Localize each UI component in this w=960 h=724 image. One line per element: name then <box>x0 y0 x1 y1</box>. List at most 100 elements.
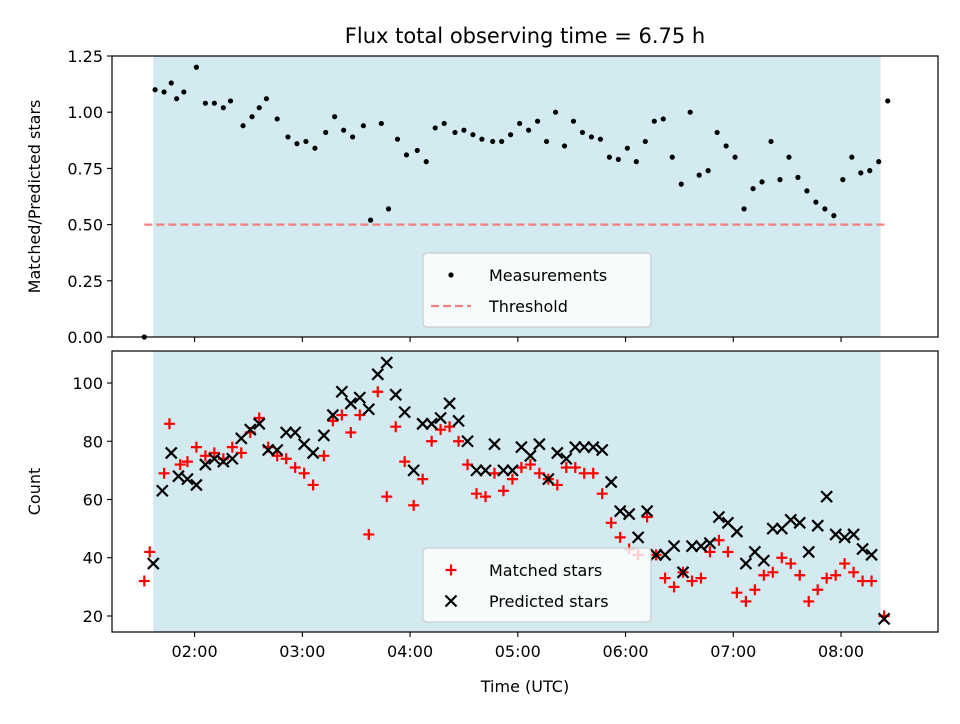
data-point <box>407 464 420 477</box>
data-point <box>271 450 283 462</box>
legend: Matched stars Predicted stars <box>422 547 652 623</box>
data-point <box>776 552 788 564</box>
data-point <box>712 510 726 524</box>
data-point <box>705 168 711 174</box>
data-point <box>561 143 568 149</box>
series-matched-stars <box>138 386 890 622</box>
data-point <box>298 467 310 479</box>
data-point <box>596 488 608 500</box>
data-point <box>542 472 555 486</box>
y-tick-label: 0.50 <box>67 216 103 235</box>
bottom-panel: 20 40 60 80 100 02:00 03:00 04:00 05:00 06:00 07:0… <box>25 350 939 696</box>
data-point <box>371 368 385 381</box>
data-point <box>441 120 447 127</box>
data-point <box>794 569 806 581</box>
data-point <box>722 546 734 558</box>
legend: Measurements Threshold <box>422 252 652 328</box>
data-point <box>586 440 600 454</box>
data-point <box>193 64 199 70</box>
data-point <box>470 464 483 477</box>
data-point <box>190 441 202 453</box>
y-tick-label: 40 <box>83 549 103 568</box>
chart-title: Flux total observing time = 6.75 h <box>345 24 705 48</box>
data-point <box>704 546 716 558</box>
data-point <box>757 554 771 567</box>
data-point <box>385 206 392 212</box>
data-point <box>243 423 257 436</box>
data-point <box>294 141 300 147</box>
data-point <box>641 511 653 523</box>
data-point <box>694 539 708 553</box>
data-point <box>525 127 532 133</box>
data-point <box>199 450 211 462</box>
data-point <box>341 127 347 133</box>
y-tick-label: 0.25 <box>67 272 103 291</box>
data-point <box>695 572 707 584</box>
data-point <box>307 479 319 491</box>
data-point <box>235 447 247 459</box>
x-tick-label: 03:00 <box>279 642 325 661</box>
data-point <box>785 558 797 570</box>
data-point <box>452 414 465 428</box>
data-point <box>703 536 717 550</box>
data-point <box>659 572 671 584</box>
data-point <box>517 120 523 127</box>
data-point <box>812 584 824 596</box>
data-point <box>443 397 456 410</box>
data-point <box>158 467 170 479</box>
data-point <box>822 206 828 212</box>
data-point <box>847 528 860 541</box>
data-point <box>668 581 680 593</box>
data-point <box>190 478 203 492</box>
x-tick-label: 06:00 <box>603 642 649 661</box>
data-point <box>649 548 663 562</box>
data-point <box>317 429 331 442</box>
data-point <box>506 464 519 477</box>
data-point <box>802 545 815 559</box>
data-point <box>312 145 318 151</box>
legend-label: Measurements <box>489 266 607 285</box>
y-tick-label: 1.00 <box>67 103 103 122</box>
data-point <box>389 388 402 401</box>
data-point <box>256 105 262 111</box>
data-point <box>533 467 545 479</box>
data-point <box>524 449 537 463</box>
x-axis-label: Time (UTC) <box>480 677 569 696</box>
data-point <box>164 446 178 460</box>
legend-box <box>422 547 652 623</box>
data-point <box>354 409 366 421</box>
y-tick-label: 60 <box>83 491 103 510</box>
legend-label: Predicted stars <box>489 592 609 611</box>
data-point <box>208 452 221 466</box>
data-point <box>614 531 626 543</box>
y-axis-label: Matched/Predicted stars <box>25 100 44 294</box>
x-tick-label: 07:00 <box>710 642 756 661</box>
data-point <box>768 138 774 145</box>
y-tick-label: 80 <box>83 432 103 451</box>
data-point <box>615 156 621 163</box>
data-point <box>686 575 698 587</box>
x-tick-label: 04:00 <box>387 642 433 661</box>
data-point <box>425 417 438 431</box>
data-point <box>332 114 338 120</box>
data-point <box>345 427 357 439</box>
data-point <box>685 539 699 553</box>
data-point <box>274 116 280 122</box>
data-point <box>426 435 438 447</box>
data-point <box>696 172 702 178</box>
data-point <box>740 595 752 607</box>
data-point <box>622 507 636 521</box>
data-point <box>732 154 738 160</box>
data-point <box>866 575 878 587</box>
data-point <box>624 145 630 151</box>
data-point <box>840 177 846 183</box>
legend-marker <box>445 564 457 576</box>
data-point <box>569 461 581 473</box>
data-point <box>394 136 401 142</box>
data-point <box>605 517 617 529</box>
data-point <box>804 188 810 194</box>
data-point <box>380 356 394 369</box>
legend-label: Matched stars <box>489 561 602 580</box>
data-point <box>633 159 639 165</box>
